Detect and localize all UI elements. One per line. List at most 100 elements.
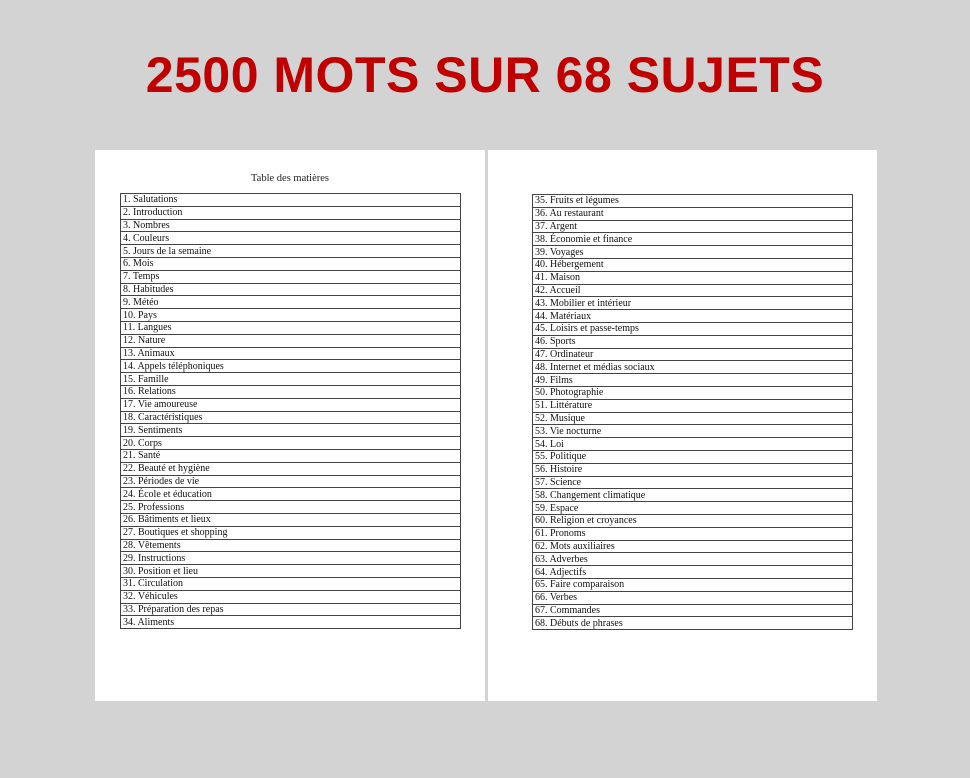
left-page: Table des matières 1. Salutations 2. Intr… [95,150,485,701]
toc-entry: 17. Vie amoureuse [120,397,461,412]
toc-row: 58. Changement climatique [532,488,853,503]
toc-row: 68. Débuts de phrases [532,616,853,631]
toc-row: 60. Religion et croyances [532,513,853,528]
toc-row: 56. Histoire [532,462,853,477]
toc-entry: 39. Voyages [532,245,853,259]
toc-row: 53. Vie nocturne [532,424,853,439]
toc-row: 25. Professions [120,500,461,514]
toc-entry: 65. Faire comparaison [532,577,853,592]
toc-row: 17. Vie amoureuse [120,397,461,412]
toc-entry: 32. Véhicules [120,589,461,604]
toc-row: 8. Habitudes [120,282,461,297]
toc-entry: 11. Langues [120,320,461,335]
toc-entry: 45. Loisirs et passe-temps [532,321,853,336]
toc-row: 47. Ordinateur [532,347,853,362]
toc-row: 57. Science [532,475,853,490]
toc-row: 13. Animaux [120,346,461,361]
toc-row: 54. Loi [532,437,853,451]
toc-entry: 16. Relations [120,384,461,399]
toc-row: 16. Relations [120,384,461,399]
toc-entry: 9. Météo [120,295,461,310]
toc-row: 42. Accueil [532,283,853,298]
toc-entry: 36. Au restaurant [532,206,853,221]
toc-row: 63. Adverbes [532,552,853,567]
toc-entry: 25. Professions [120,500,461,514]
toc-row: 1. Salutations [120,193,461,207]
toc-row: 55. Politique [532,449,853,464]
toc-entry: 33. Préparation des repas [120,602,461,617]
toc-entry: 49. Films [532,373,853,387]
toc-entry: 59. Espace [532,501,853,515]
toc-title: Table des matières [251,173,329,184]
toc-entry: 22. Beauté et hygiène [120,461,461,476]
toc-row: 61. Pronoms [532,526,853,541]
toc-entry: 12. Nature [120,333,461,348]
toc-entry: 67. Commandes [532,603,853,618]
toc-entry: 8. Habitudes [120,282,461,297]
toc-entry: 51. Littérature [532,398,853,413]
toc-row: 26. Bâtiments et lieux [120,512,461,527]
toc-row: 66. Verbes [532,590,853,605]
toc-entry: 40. Hébergement [532,257,853,272]
toc-entry: 50. Photographie [532,385,853,400]
toc-entry: 28. Vêtements [120,538,461,553]
toc-entry: 68. Débuts de phrases [532,616,853,631]
toc-row: 9. Météo [120,295,461,310]
toc-entry: 46. Sports [532,334,853,349]
toc-row: 48. Internet et médias sociaux [532,360,853,375]
toc-row: 35. Fruits et légumes [532,194,853,208]
toc-entry: 27. Boutiques et shopping [120,525,461,540]
toc-entry: 2. Introduction [120,205,461,220]
toc-row: 38. Économie et finance [532,232,853,247]
toc-row: 46. Sports [532,334,853,349]
toc-entry: 53. Vie nocturne [532,424,853,439]
toc-entry: 4. Couleurs [120,231,461,246]
toc-table-left: 1. Salutations 2. Introduction 3. Nombres 4… [120,193,461,630]
toc-entry: 64. Adjectifs [532,565,853,579]
toc-row: 3. Nombres [120,218,461,233]
toc-entry: 34. Aliments [120,615,461,630]
toc-row: 11. Langues [120,320,461,335]
right-page: 35. Fruits et légumes 36. Au restaurant 37… [488,150,877,701]
toc-entry: 10. Pays [120,308,461,322]
toc-entry: 38. Économie et finance [532,232,853,247]
toc-row: 62. Mots auxiliaires [532,539,853,554]
toc-row: 45. Loisirs et passe-temps [532,321,853,336]
toc-entry: 42. Accueil [532,283,853,298]
toc-row: 12. Nature [120,333,461,348]
toc-entry: 29. Instructions [120,551,461,566]
toc-row: 67. Commandes [532,603,853,618]
toc-entry: 63. Adverbes [532,552,853,567]
toc-row: 43. Mobilier et intérieur [532,296,853,311]
toc-entry: 62. Mots auxiliaires [532,539,853,554]
toc-entry: 5. Jours de la semaine [120,244,461,258]
toc-entry: 6. Mois [120,256,461,271]
toc-row: 41. Maison [532,270,853,285]
toc-entry: 18. Caractéristiques [120,410,461,425]
toc-entry: 56. Histoire [532,462,853,477]
toc-table-right: 35. Fruits et légumes 36. Au restaurant 37… [532,194,853,631]
toc-row: 18. Caractéristiques [120,410,461,425]
toc-row: 51. Littérature [532,398,853,413]
toc-entry: 20. Corps [120,436,461,450]
toc-row: 49. Films [532,373,853,387]
toc-entry: 13. Animaux [120,346,461,361]
toc-row: 2. Introduction [120,205,461,220]
toc-row: 10. Pays [120,308,461,322]
toc-row: 30. Position et lieu [120,564,461,578]
toc-row: 28. Vêtements [120,538,461,553]
toc-entry: 47. Ordinateur [532,347,853,362]
toc-entry: 54. Loi [532,437,853,451]
toc-row: 24. École et éducation [120,487,461,502]
toc-entry: 26. Bâtiments et lieux [120,512,461,527]
toc-row: 7. Temps [120,269,461,284]
toc-entry: 57. Science [532,475,853,490]
headline: 2500 MOTS SUR 68 SUJETS [145,47,825,103]
toc-entry: 3. Nombres [120,218,461,233]
toc-entry: 60. Religion et croyances [532,513,853,528]
toc-row: 20. Corps [120,436,461,450]
toc-row: 27. Boutiques et shopping [120,525,461,540]
toc-entry: 7. Temps [120,269,461,284]
toc-row: 31. Circulation [120,576,461,591]
toc-entry: 15. Famille [120,372,461,386]
